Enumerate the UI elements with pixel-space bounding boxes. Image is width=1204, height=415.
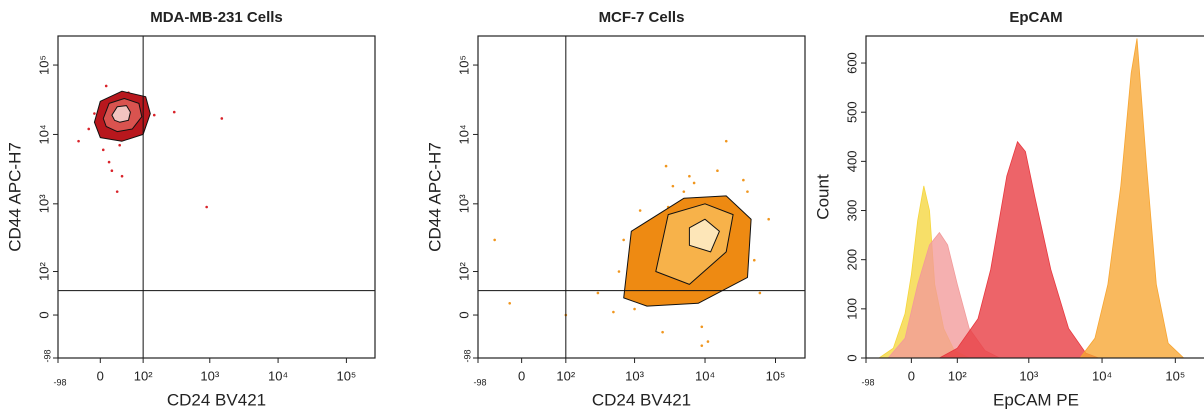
x-tick-label: 10⁴ (268, 368, 288, 383)
y-tick-label: 0 (456, 311, 471, 318)
y-tick-label: -98 (462, 349, 472, 362)
event-dot (101, 148, 105, 152)
event-dot (115, 190, 119, 193)
x-tick-label: 10⁴ (695, 368, 715, 383)
panel: EpCAM EpCAM PE Count -98 0 10² 10³ 10⁴ 10⁵ 0 100 20… (813, 9, 1204, 409)
event-dot (638, 209, 642, 212)
event-dot (118, 143, 121, 147)
density-contour (688, 218, 720, 253)
y-tick-label: -98 (42, 349, 52, 362)
x-tick-label: 0 (518, 368, 525, 383)
event-dot (110, 169, 114, 173)
panel-title: MCF-7 Cells (599, 9, 685, 26)
x-axis-title: CD24 BV421 (167, 390, 266, 409)
plot-frame (865, 35, 1204, 359)
event-dot (700, 344, 704, 347)
x-tick-label: 10² (556, 368, 575, 383)
event-dot (716, 169, 719, 173)
panel-title: MDA-MB-231 Cells (150, 9, 283, 26)
y-axis-title: CD44 APC-H7 (425, 142, 444, 252)
x-axis-title: CD24 BV421 (592, 390, 691, 409)
x-tick-label: 10³ (200, 368, 219, 383)
event-dot (104, 84, 108, 88)
panel-title: EpCAM (1009, 9, 1062, 26)
x-tick-label: 10³ (625, 368, 644, 383)
event-dot (664, 164, 668, 168)
y-tick-label: 10⁴ (456, 124, 471, 144)
x-axis-title: EpCAM PE (993, 390, 1079, 409)
event-dot (758, 291, 762, 295)
y-tick-label: 10⁴ (36, 124, 51, 144)
x-tick-label: 10⁵ (766, 368, 786, 383)
y-axis-title: CD44 APC-H7 (5, 142, 24, 252)
event-dot (692, 181, 696, 185)
event-dot (493, 238, 496, 242)
event-dot (107, 160, 111, 164)
x-tick-label: 10² (134, 368, 153, 383)
panel: MCF-7 Cells CD24 BV421 CD44 APC-H7 -98 0 10² 1… (425, 9, 806, 409)
event-dot (508, 301, 511, 305)
event-dot (767, 217, 770, 221)
event-dot (682, 190, 686, 193)
event-dot (700, 325, 704, 329)
y-tick-label: 10³ (36, 194, 51, 213)
event-dot (724, 139, 728, 143)
event-dot (617, 270, 621, 273)
event-dot (152, 113, 156, 117)
event-dot (661, 330, 664, 334)
y-tick-label: 500 (844, 101, 859, 123)
event-dot (93, 112, 96, 115)
event-dot (220, 117, 224, 120)
event-dot (706, 340, 710, 343)
plot-frame (477, 35, 806, 359)
y-tick-label: 100 (844, 298, 859, 320)
histogram-area (1079, 38, 1185, 359)
y-tick-label: 0 (844, 354, 859, 361)
x-tick-label: 10⁵ (1165, 368, 1185, 383)
event-dot (205, 205, 208, 209)
x-tick-label: -98 (53, 377, 66, 387)
event-dot (77, 139, 80, 143)
x-tick-label: 10⁴ (1092, 368, 1112, 383)
y-tick-label: 200 (844, 249, 859, 271)
x-tick-label: -98 (473, 377, 486, 387)
event-dot (746, 190, 749, 193)
event-dot (622, 238, 625, 242)
x-tick-label: 10³ (1019, 368, 1038, 383)
x-tick-label: 0 (908, 368, 915, 383)
y-tick-label: 10⁵ (36, 55, 51, 75)
event-dot (87, 127, 91, 131)
event-dot (688, 174, 691, 178)
y-tick-label: 10² (36, 261, 51, 280)
y-tick-label: 300 (844, 200, 859, 222)
event-dot (742, 178, 745, 182)
x-tick-label: 0 (97, 368, 104, 383)
y-tick-label: 600 (844, 52, 859, 74)
x-tick-label: -98 (861, 377, 874, 387)
density-contour (111, 105, 131, 123)
y-tick-label: 10⁵ (456, 55, 471, 75)
y-tick-label: 0 (36, 311, 51, 318)
y-tick-label: 10² (456, 261, 471, 280)
event-dot (120, 174, 124, 178)
event-dot (596, 291, 600, 295)
plot-frame (57, 35, 376, 359)
event-dot (671, 184, 675, 188)
event-dot (752, 258, 756, 262)
x-tick-label: 10⁵ (336, 368, 356, 383)
x-tick-label: 10² (948, 368, 967, 383)
panel: MDA-MB-231 Cells CD24 BV421 CD44 APC-H7 -98… (5, 9, 376, 409)
y-tick-label: 400 (844, 151, 859, 173)
event-dot (612, 310, 615, 314)
y-axis-title: Count (813, 174, 832, 220)
event-dot (633, 307, 636, 311)
event-dot (172, 110, 176, 114)
y-tick-label: 10³ (456, 194, 471, 213)
